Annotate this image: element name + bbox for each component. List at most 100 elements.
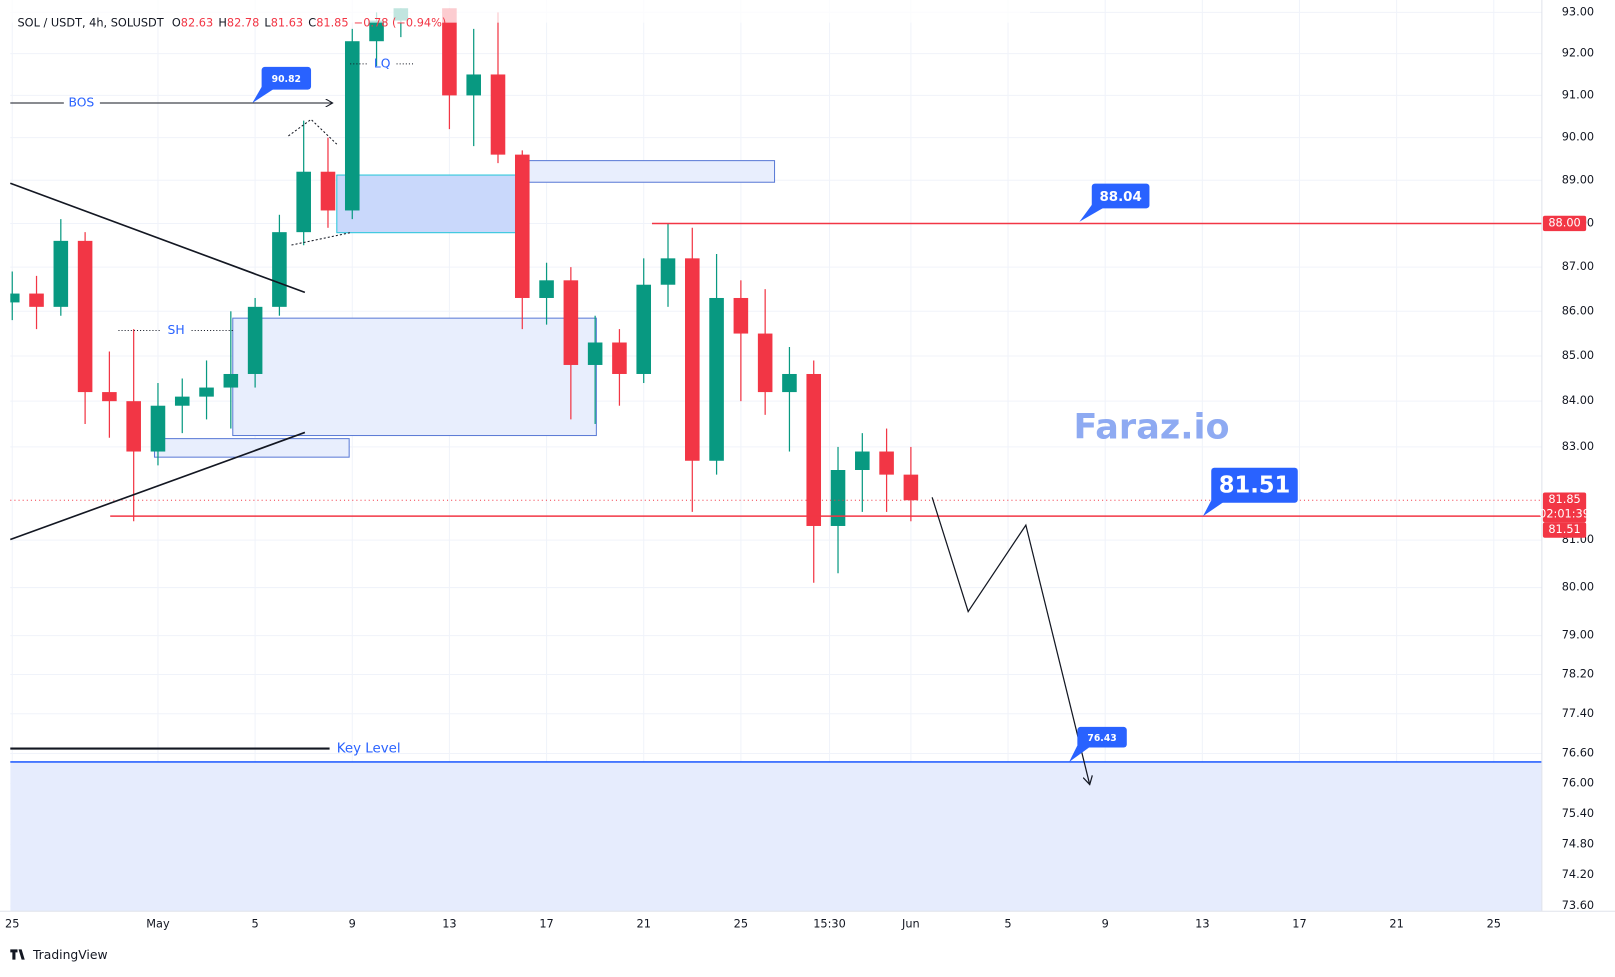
y-tick-label: 74.20 <box>1562 867 1594 881</box>
watermark: Faraz.io <box>1073 407 1229 447</box>
trendline <box>10 182 306 294</box>
candle-body <box>733 297 749 334</box>
projection-path <box>931 497 1090 784</box>
y-tick-label: 86.00 <box>1562 303 1594 317</box>
zone-box <box>153 438 350 458</box>
x-tick-label: 5 <box>1004 917 1011 931</box>
y-tick-label: 76.00 <box>1562 775 1594 789</box>
callout-box <box>261 66 312 90</box>
callout-box <box>1211 467 1298 503</box>
y-tick-label: 85.00 <box>1562 348 1594 362</box>
y-tick-label: 83.00 <box>1562 439 1594 453</box>
candle-body <box>806 373 822 526</box>
footer-brand: TradingView <box>32 948 108 962</box>
key-level-label: Key Level <box>337 742 401 757</box>
y-tick-label: 87.00 <box>1562 259 1594 273</box>
current-price-tag-label: 02:01:39 <box>1539 507 1590 521</box>
zone-box <box>232 317 597 437</box>
y-tick-label: 91.00 <box>1562 87 1594 101</box>
x-tick-label: 25 <box>734 917 748 931</box>
candle-body <box>709 297 724 461</box>
candle-body <box>660 258 676 285</box>
candle-body <box>296 171 311 233</box>
y-tick-label: 92.00 <box>1562 46 1594 60</box>
candle-body <box>636 284 652 374</box>
bos-label: BOS <box>68 95 94 109</box>
change: −0.78 (−0.94%) <box>354 16 447 30</box>
candle-body <box>514 154 530 298</box>
candle-body <box>10 293 20 303</box>
candle-body <box>490 74 506 155</box>
y-tick-label: 93.00 <box>1562 4 1594 18</box>
candle-body <box>587 342 603 365</box>
x-tick-label: 21 <box>1389 917 1403 931</box>
symbol: SOL / USDT, 4h, SOLUSDT <box>18 16 164 30</box>
callout-label: 90.82 <box>272 74 301 85</box>
target-zone <box>10 761 1542 912</box>
candle-body <box>174 396 190 406</box>
candle-body <box>29 293 44 307</box>
callouts: 90.82 88.04 81.51 76.43 <box>252 66 1298 762</box>
x-tick-label: 25 <box>5 917 19 931</box>
lq-label: LQ <box>374 56 391 70</box>
header: SOL / USDT, 4h, SOLUSDT O82.63 H82.78 L81.6… <box>18 16 447 30</box>
y-tick-label: 78.20 <box>1562 666 1594 680</box>
zone-box <box>522 160 776 183</box>
ohlc-key: H <box>218 16 227 30</box>
candle-body <box>855 451 870 471</box>
x-tick-label: 17 <box>1292 917 1306 931</box>
candle-body <box>272 232 287 307</box>
candle-body <box>102 392 117 402</box>
y-tick-label: 75.40 <box>1562 806 1594 820</box>
y-tick-label: 80.00 <box>1562 580 1594 594</box>
x-tick-label: 13 <box>1195 917 1209 931</box>
trendline <box>10 431 306 541</box>
ohlc-value: 82.63 <box>181 16 213 30</box>
candle-body <box>344 41 360 211</box>
axes: 93.00 92.00 91.00 90.00 89.00 88.00 87.00 86.00… <box>5 4 1594 930</box>
x-tick-label: May <box>146 917 170 931</box>
y-tick-label: 77.40 <box>1562 706 1594 720</box>
x-tick-label: 15:30 <box>813 917 846 931</box>
header-bg <box>0 0 1030 23</box>
y-tick-label: 73.60 <box>1562 898 1594 912</box>
candle-body <box>223 373 239 388</box>
x-tick-label: 25 <box>1487 917 1501 931</box>
candle-body <box>466 74 481 96</box>
candle-body <box>903 474 919 501</box>
x-tick-label: 13 <box>442 917 456 931</box>
price-tag <box>1542 522 1587 538</box>
candle-body <box>539 280 554 298</box>
candle-body <box>126 401 141 452</box>
price-tag-label: 81.51 <box>1548 522 1580 536</box>
zones <box>10 160 1542 912</box>
x-tick-label: 21 <box>637 917 651 931</box>
candle-body <box>782 373 797 393</box>
x-tick-label: 5 <box>252 917 259 931</box>
candle-body <box>442 8 457 96</box>
callout-label: 88.04 <box>1099 190 1141 205</box>
candle-body <box>247 306 263 374</box>
y-tick-label: 74.80 <box>1562 836 1594 850</box>
candle-body <box>53 240 69 307</box>
candle-body <box>150 405 166 452</box>
y-tick-label: 90.00 <box>1562 130 1594 144</box>
footer: TradingView <box>10 948 108 962</box>
callout-label: 76.43 <box>1087 733 1116 744</box>
candle-body <box>612 342 627 374</box>
order-block <box>336 174 528 234</box>
candle-body <box>879 451 894 475</box>
callout-label: 81.51 <box>1219 473 1291 499</box>
annotations: BOS SH LQ Key Level Faraz.io <box>10 56 1230 757</box>
ohlc-value: 82.78 <box>227 16 259 30</box>
callout-box <box>1077 726 1127 748</box>
current-price-tag-label: 81.85 <box>1548 492 1580 506</box>
x-tick-label: 9 <box>1102 917 1109 931</box>
current-price-tag <box>1542 492 1587 523</box>
y-tick-label: 76.60 <box>1562 745 1594 759</box>
ohlc-value: 81.63 <box>271 16 303 30</box>
candle-body <box>830 470 846 526</box>
y-tick-label: 79.00 <box>1562 628 1594 642</box>
price-tag <box>1542 215 1587 232</box>
